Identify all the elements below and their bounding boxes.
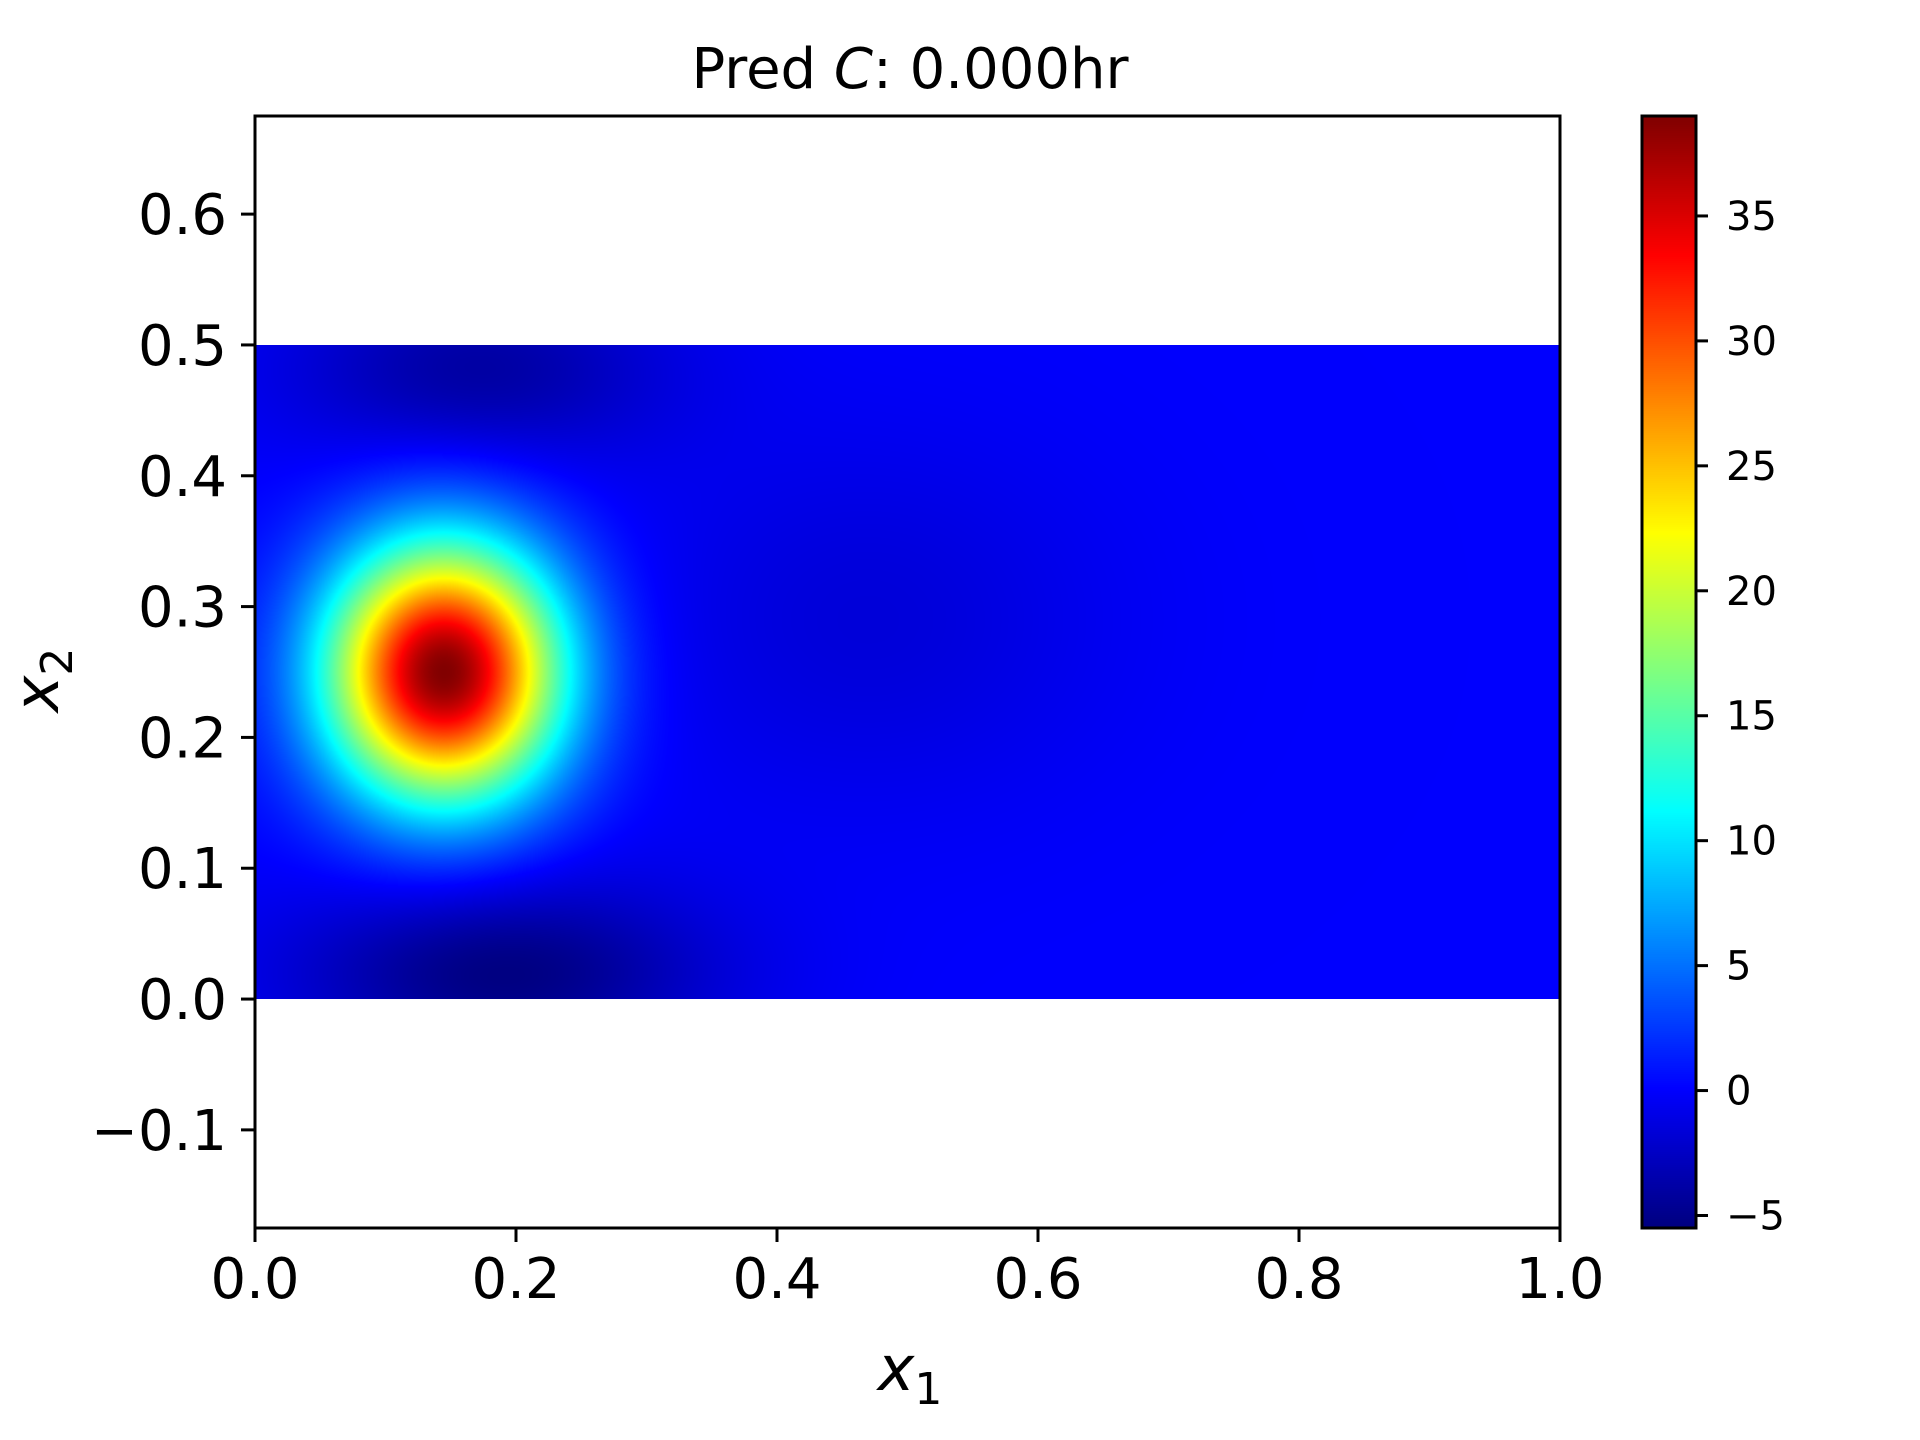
x-axis-ticks: 0.0 0.2 0.4 0.6 0.8 1.0 bbox=[210, 1228, 1605, 1312]
colorbar-gradient-container bbox=[1642, 116, 1696, 1228]
x-axis-label: x1 bbox=[876, 1332, 943, 1415]
y-axis-label: x2 bbox=[0, 648, 83, 715]
colorbar-tick-label: 20 bbox=[1726, 569, 1777, 615]
y-tick-label: 0.6 bbox=[138, 183, 227, 248]
x-tick-label: 0.2 bbox=[471, 1247, 560, 1312]
colorbar-tick-label: 0 bbox=[1726, 1069, 1751, 1115]
colorbar-tick-label: 10 bbox=[1726, 819, 1777, 865]
colorbar-tick-label: 5 bbox=[1726, 944, 1751, 990]
y-axis-ticks: −0.1 0.0 0.1 0.2 0.3 0.4 0.5 0.6 bbox=[91, 183, 255, 1164]
colorbar-tick-label: 30 bbox=[1726, 319, 1777, 365]
x-tick-label: 0.0 bbox=[210, 1247, 299, 1312]
x-tick-label: 0.8 bbox=[1254, 1247, 1343, 1312]
colorbar-tick-label: −5 bbox=[1726, 1194, 1785, 1240]
x-tick-label: 0.6 bbox=[993, 1247, 1082, 1312]
axes-frame bbox=[253, 114, 1562, 1230]
y-tick-label: 0.5 bbox=[138, 314, 227, 379]
y-tick-label: 0.4 bbox=[138, 445, 227, 510]
colorbar-tick-label: 15 bbox=[1726, 694, 1777, 740]
colorbar: −5 0 5 10 15 20 25 30 35 bbox=[1640, 114, 1785, 1240]
x-tick-label: 0.4 bbox=[732, 1247, 821, 1312]
colorbar-frame bbox=[1640, 114, 1698, 1230]
colorbar-tick-label: 25 bbox=[1726, 444, 1777, 490]
heatmap-image bbox=[255, 344, 1560, 999]
heatmap-image-container bbox=[255, 344, 1560, 999]
y-tick-label: 0.3 bbox=[138, 576, 227, 641]
colorbar-tick-label: 35 bbox=[1726, 194, 1777, 240]
y-tick-label: −0.1 bbox=[91, 1099, 227, 1164]
plot-area bbox=[255, 344, 1560, 999]
colorbar-ticks: −5 0 5 10 15 20 25 30 35 bbox=[1696, 194, 1785, 1240]
chart-title: Pred C: 0.000hr bbox=[692, 37, 1130, 102]
y-tick-label: 0.0 bbox=[138, 968, 227, 1033]
colorbar-gradient bbox=[1642, 116, 1696, 1228]
y-tick-label: 0.1 bbox=[138, 837, 227, 902]
y-tick-label: 0.2 bbox=[138, 706, 227, 771]
x-tick-label: 1.0 bbox=[1515, 1247, 1604, 1312]
